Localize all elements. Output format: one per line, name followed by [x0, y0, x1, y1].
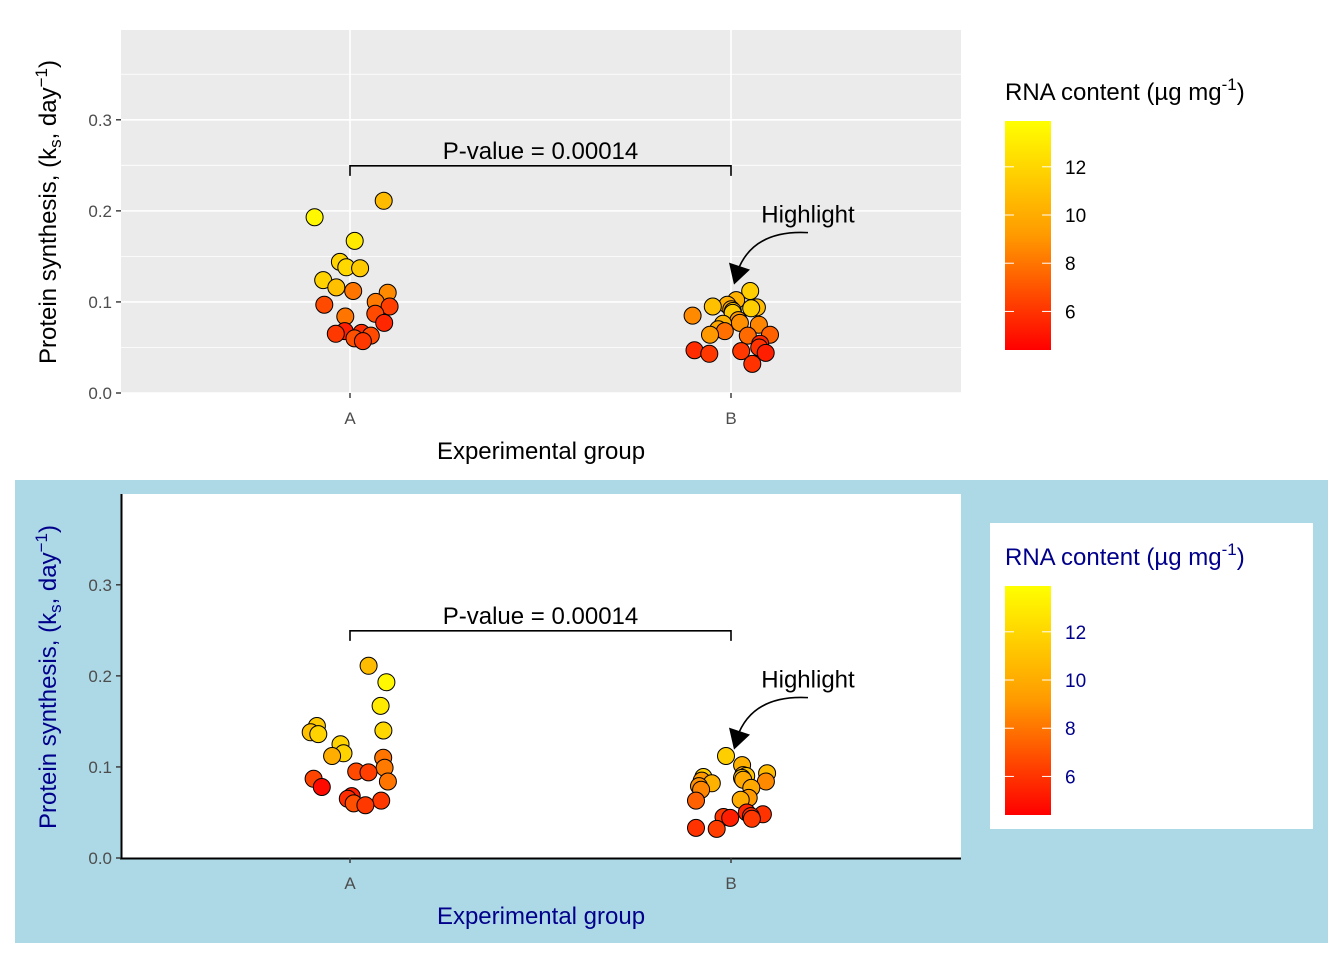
- highlight-label: Highlight: [761, 667, 855, 694]
- legend-tick-label: 8: [1065, 254, 1076, 275]
- data-point-group-B: [742, 809, 761, 828]
- top-legend-title: RNA content (µg mg-1): [1005, 75, 1245, 106]
- y-tick-label: 0.0: [88, 384, 112, 403]
- data-point-group-A: [380, 297, 399, 316]
- data-point-group-A: [345, 231, 364, 250]
- data-point-group-B: [687, 791, 705, 810]
- data-point-group-A: [315, 295, 334, 314]
- data-point-group-B: [683, 306, 702, 325]
- data-point-group-B: [701, 325, 719, 344]
- top-x-axis-title: Experimental group: [437, 438, 645, 465]
- legend-tick-label: 10: [1065, 206, 1086, 227]
- top-y-axis-title: Protein synthesis, (ks, day−1): [32, 60, 65, 364]
- data-point-group-A: [327, 278, 346, 297]
- data-point-group-B: [707, 819, 726, 838]
- top-annotations: P-value = 0.00014 Highlight: [349, 138, 855, 285]
- data-point-group-B: [685, 341, 704, 360]
- bottom-legend-ticks: 6 8 10 12: [1005, 623, 1086, 788]
- data-point-group-A: [378, 772, 397, 791]
- data-point-group-B: [732, 342, 751, 361]
- data-point-group-B: [743, 354, 762, 373]
- highlight-arrow-line: [736, 231, 809, 273]
- data-point-group-B: [687, 818, 705, 837]
- data-point-group-A: [326, 324, 345, 343]
- top-legend-ticks: 6 8 10 12: [1005, 158, 1086, 323]
- data-point-group-B: [721, 808, 740, 827]
- data-point-group-A: [309, 725, 328, 744]
- data-point-group-A: [375, 313, 394, 332]
- data-point-group-A: [323, 747, 342, 765]
- bottom-legend-colorbar: [1005, 586, 1051, 815]
- highlight-arrowhead: [729, 262, 750, 285]
- bottom-annotations: P-value = 0.00014 Highlight: [349, 603, 855, 750]
- data-point-group-A: [374, 721, 393, 740]
- data-point-group-A: [351, 259, 370, 278]
- bottom-legend-title: RNA content (µg mg-1): [1005, 540, 1245, 571]
- y-tick-label: 0.1: [88, 293, 112, 312]
- legend-tick-label: 6: [1065, 767, 1076, 788]
- y-tick-label: 0.3: [88, 111, 112, 130]
- bottom-panel-background: [121, 494, 961, 858]
- legend-tick-label: 6: [1065, 302, 1076, 323]
- legend-tick-label: 12: [1065, 158, 1086, 179]
- p-value-label: P-value = 0.00014: [443, 603, 638, 630]
- top-points: [305, 191, 779, 373]
- data-point-group-A: [359, 763, 378, 782]
- top-color-legend: RNA content (µg mg-1) 6 8 10 12: [1005, 75, 1245, 350]
- data-point-group-B: [703, 297, 722, 316]
- top-legend-colorbar: [1005, 121, 1051, 350]
- data-point-group-A: [312, 778, 331, 796]
- data-point-group-B: [715, 322, 734, 341]
- y-tick-label: 0.0: [88, 849, 112, 868]
- data-point-group-A: [372, 791, 391, 810]
- data-point-group-A: [353, 332, 372, 351]
- highlight-arrow-line: [736, 696, 809, 738]
- legend-tick-label: 12: [1065, 623, 1086, 644]
- legend-tick-label: 8: [1065, 719, 1076, 740]
- data-point-group-A: [305, 208, 324, 227]
- legend-tick-label: 10: [1065, 671, 1086, 692]
- top-gridlines: [121, 30, 961, 394]
- data-point-group-A: [356, 796, 375, 815]
- y-tick-label: 0.1: [88, 758, 112, 777]
- bottom-y-axis: 0.0 0.1 0.2 0.3: [88, 576, 121, 868]
- y-tick-label: 0.2: [88, 667, 112, 686]
- data-point-group-B: [717, 747, 735, 765]
- significance-bracket: [349, 165, 732, 176]
- data-point-group-B: [738, 326, 757, 345]
- bottom-y-axis-title: Protein synthesis, (ks, day−1): [32, 525, 65, 829]
- y-tick-label: 0.3: [88, 576, 112, 595]
- data-point-group-A: [371, 696, 390, 715]
- data-point-group-B: [742, 299, 761, 318]
- significance-bracket: [349, 630, 732, 641]
- x-tick-label: A: [344, 874, 356, 893]
- highlight-label: Highlight: [761, 202, 855, 229]
- data-point-group-A: [344, 282, 363, 300]
- bottom-x-axis-title: Experimental group: [437, 903, 645, 930]
- data-point-group-A: [374, 191, 393, 210]
- data-point-group-A: [359, 656, 378, 675]
- x-tick-label: B: [725, 409, 736, 428]
- bottom-color-legend: RNA content (µg mg-1) 6 8 10 12: [990, 523, 1313, 829]
- bottom-points: [301, 656, 777, 838]
- p-value-label: P-value = 0.00014: [443, 138, 638, 165]
- data-point-group-A: [377, 673, 396, 692]
- y-tick-label: 0.2: [88, 202, 112, 221]
- highlight-arrowhead: [729, 727, 750, 750]
- top-y-axis: 0.0 0.1 0.2 0.3: [88, 111, 121, 403]
- x-tick-label: B: [725, 874, 736, 893]
- x-tick-label: A: [344, 409, 356, 428]
- data-point-group-B: [756, 343, 775, 362]
- data-point-group-B: [700, 344, 719, 363]
